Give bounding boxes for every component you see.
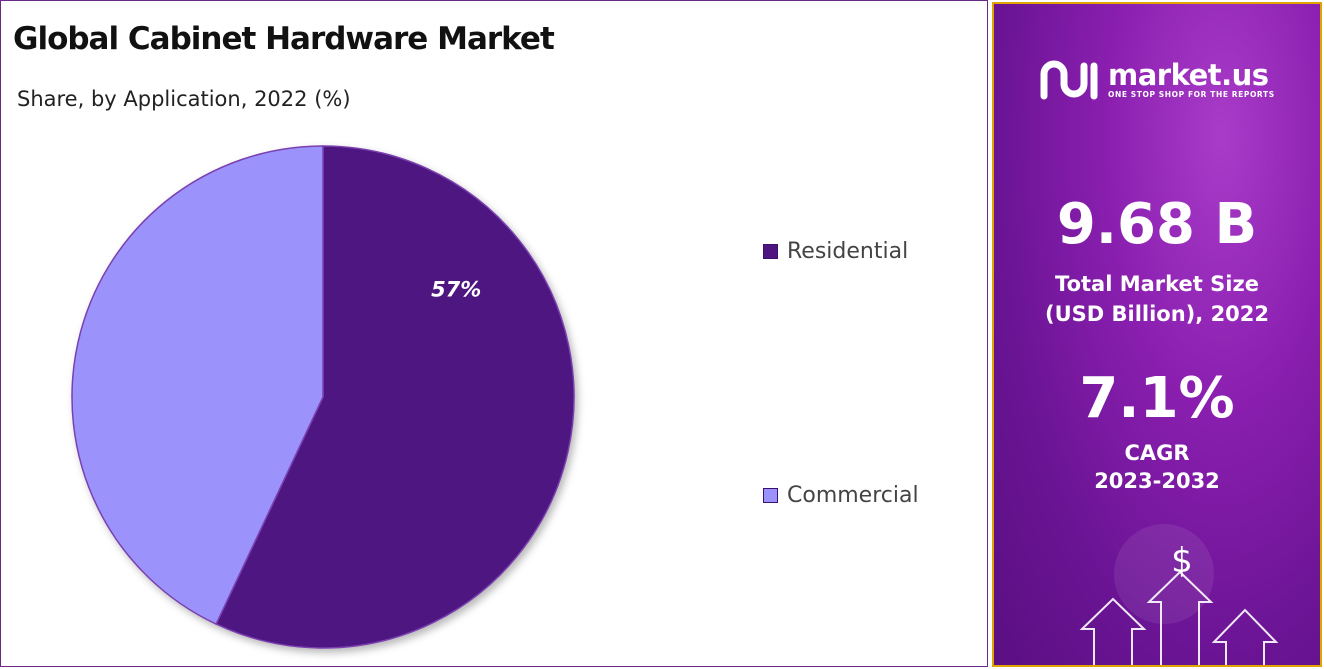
legend-label-residential: Residential <box>787 239 909 264</box>
market-size-sublabel: (USD Billion), 2022 <box>1044 302 1270 326</box>
legend-item-residential: Residential <box>763 239 908 264</box>
cagr-value: 7.1% <box>1079 366 1235 431</box>
cagr-period: 2023-2032 <box>1094 469 1220 493</box>
growth-arrow-icon: $ <box>1079 524 1279 665</box>
chart-title: Global Cabinet Hardware Market <box>13 21 555 57</box>
market-size-label: Total Market Size <box>1055 272 1259 296</box>
pie-slice-commercial <box>71 145 324 626</box>
market-size-value: 9.68 B <box>1056 192 1258 257</box>
brand-name: market.us <box>1108 57 1269 92</box>
dollar-icon: $ <box>1171 541 1193 581</box>
brand-tagline: ONE STOP SHOP FOR THE REPORTS <box>1108 89 1275 99</box>
legend-swatch-residential <box>763 244 778 259</box>
legend-item-commercial: Commercial <box>763 483 919 508</box>
pie-slice-residential <box>215 145 575 649</box>
cagr-label: CAGR <box>1124 441 1190 465</box>
chart-panel: Global Cabinet Hardware Market Share, by… <box>0 0 988 667</box>
pie-data-label-residential: 57% <box>431 277 481 301</box>
legend-swatch-commercial <box>763 488 778 503</box>
summary-panel: market.us ONE STOP SHOP FOR THE REPORTS … <box>992 2 1322 667</box>
market-us-logo-icon <box>1040 60 1098 100</box>
brand-logo: market.us ONE STOP SHOP FOR THE REPORTS <box>1038 56 1275 102</box>
legend-label-commercial: Commercial <box>787 483 919 508</box>
pie-chart: 57% <box>71 145 575 649</box>
chart-subtitle: Share, by Application, 2022 (%) <box>17 87 351 111</box>
